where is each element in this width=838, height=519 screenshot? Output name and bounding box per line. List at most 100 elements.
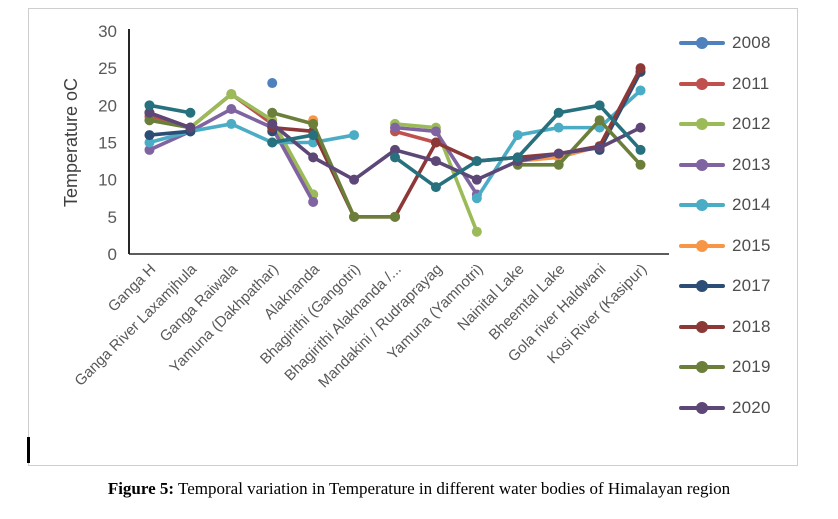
series-line (147, 110, 193, 130)
data-point (267, 118, 278, 129)
data-point (185, 107, 196, 118)
figure-caption-text: Temporal variation in Temperature in dif… (174, 479, 731, 498)
data-point (144, 144, 155, 155)
legend-line-marker-icon (679, 361, 725, 373)
data-point (471, 226, 482, 237)
data-point (471, 156, 482, 167)
y-tick-label: 25 (98, 59, 117, 78)
data-point (635, 85, 646, 96)
series-line (147, 129, 193, 137)
legend-dot-icon (696, 401, 708, 414)
data-point (226, 89, 237, 100)
data-point (390, 144, 400, 155)
data-point (226, 104, 237, 115)
text-cursor (27, 437, 30, 463)
legend-label: 2017 (732, 276, 771, 295)
data-point (430, 182, 441, 193)
series-2019 (144, 107, 646, 222)
legend-item-2019: 2019 (679, 355, 791, 379)
legend-line-marker-icon (679, 118, 725, 130)
legend-item-2020: 2020 (679, 396, 791, 420)
legend-label: 2008 (732, 33, 771, 52)
data-point (430, 137, 441, 148)
data-point (226, 118, 237, 129)
y-tick-label: 0 (108, 245, 117, 264)
series-2020 (144, 107, 646, 185)
data-point (349, 211, 360, 222)
series-2011 (144, 89, 441, 200)
data-point (594, 100, 605, 111)
series-2018 (144, 63, 646, 222)
data-point (308, 130, 319, 141)
series-line (393, 129, 438, 145)
y-tick-label: 30 (98, 22, 117, 41)
y-tick-label: 5 (108, 208, 117, 227)
legend-line-marker-icon (679, 77, 725, 90)
data-point (144, 115, 155, 126)
series-unlabeled (144, 100, 646, 193)
legend-dot-icon (696, 77, 708, 90)
legend-line-marker-icon (679, 320, 725, 333)
legend-line-marker-icon (679, 199, 725, 211)
series-line (147, 103, 193, 115)
legend-line-marker-icon (679, 280, 725, 292)
legend-item-2018: 2018 (679, 315, 791, 339)
data-point (512, 152, 523, 163)
legend-line-marker-icon (679, 239, 725, 252)
data-point (594, 142, 605, 153)
data-point (553, 122, 564, 133)
series-line (270, 133, 315, 145)
legend-line-marker-icon (679, 37, 725, 49)
data-point (594, 115, 605, 126)
data-point (635, 63, 646, 74)
data-point (471, 174, 482, 185)
series-line (475, 88, 643, 201)
legend-item-2012: 2012 (679, 112, 791, 136)
legend-dot-icon (696, 199, 708, 211)
data-point (308, 152, 319, 163)
data-point (144, 130, 155, 141)
series-2008 (267, 78, 278, 89)
legend-dot-icon (696, 37, 708, 49)
data-point (349, 174, 360, 185)
legend-item-2014: 2014 (679, 193, 791, 217)
chart-legend: 2008 2011 2012 2013 2014 2015 2017 2018 2019 2020 (679, 31, 791, 420)
data-point (430, 156, 441, 167)
legend-label: 2019 (732, 357, 771, 376)
series-line (515, 118, 643, 167)
legend-dot-icon (696, 361, 708, 373)
legend-label: 2013 (732, 154, 771, 174)
data-point (349, 130, 360, 141)
legend-item-2008: 2008 (679, 31, 791, 55)
legend-item-2015: 2015 (679, 234, 791, 258)
data-point (390, 211, 400, 222)
data-point (430, 126, 441, 137)
y-tick-label: 10 (98, 171, 117, 190)
legend-line-marker-icon (679, 401, 725, 414)
series-line (270, 122, 643, 182)
data-point (635, 159, 646, 170)
y-axis-tick-labels: 0 5 10 15 20 25 30 (98, 22, 117, 264)
data-point (308, 118, 319, 129)
figure-chart-frame: 0 5 10 15 20 25 30 Temperature oC Ganga H Ganga R… (28, 8, 798, 466)
legend-dot-icon (696, 118, 708, 130)
data-point (635, 144, 646, 155)
legend-item-2011: 2011 (679, 72, 791, 96)
data-point (267, 137, 278, 148)
data-point (267, 107, 278, 118)
figure-caption-label: Figure 5: (107, 479, 175, 498)
y-tick-label: 20 (98, 96, 117, 115)
legend-dot-icon (696, 320, 708, 333)
data-point (144, 137, 155, 148)
data-point (390, 122, 400, 133)
data-point (635, 122, 646, 133)
figure-caption: Figure 5: Temporal variation in Temperat… (0, 479, 838, 499)
series-line (270, 66, 643, 219)
legend-label: 2018 (732, 316, 771, 336)
data-point (267, 78, 278, 89)
data-point (512, 130, 523, 141)
legend-label: 2012 (732, 114, 771, 133)
